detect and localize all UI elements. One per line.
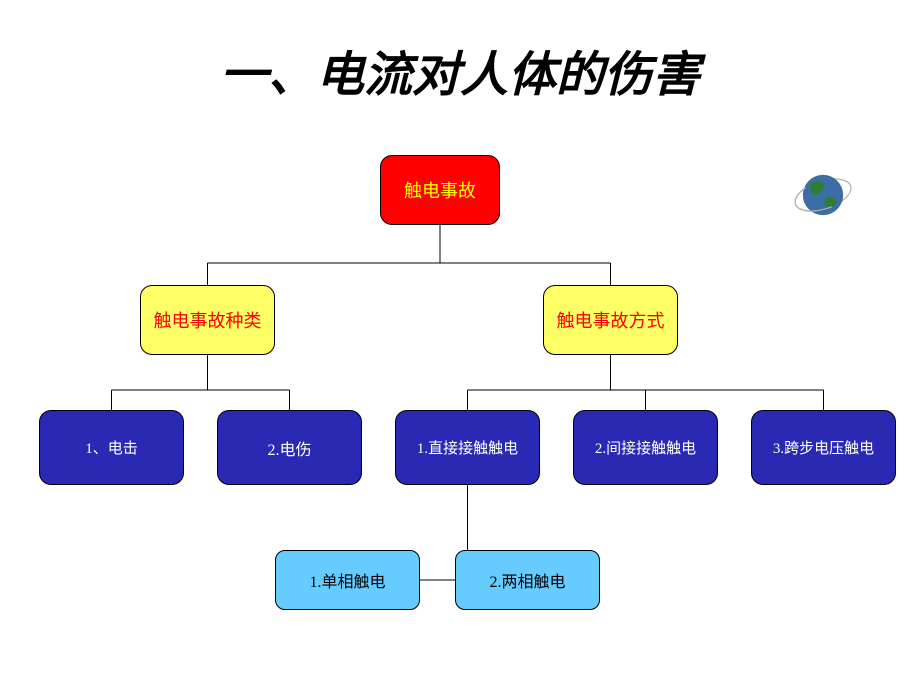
node-s1: 1.单相触电 bbox=[275, 550, 420, 610]
node-cat: 触电事故种类 bbox=[140, 285, 275, 355]
node-m2: 2.间接接触触电 bbox=[573, 410, 718, 485]
globe-icon bbox=[793, 165, 853, 225]
node-c2: 2.电伤 bbox=[217, 410, 362, 485]
node-root: 触电事故 bbox=[380, 155, 500, 225]
node-m3: 3.跨步电压触电 bbox=[751, 410, 896, 485]
node-s2: 2.两相触电 bbox=[455, 550, 600, 610]
node-m1: 1.直接接触触电 bbox=[395, 410, 540, 485]
node-c1: 1、电击 bbox=[39, 410, 184, 485]
node-mode: 触电事故方式 bbox=[543, 285, 678, 355]
